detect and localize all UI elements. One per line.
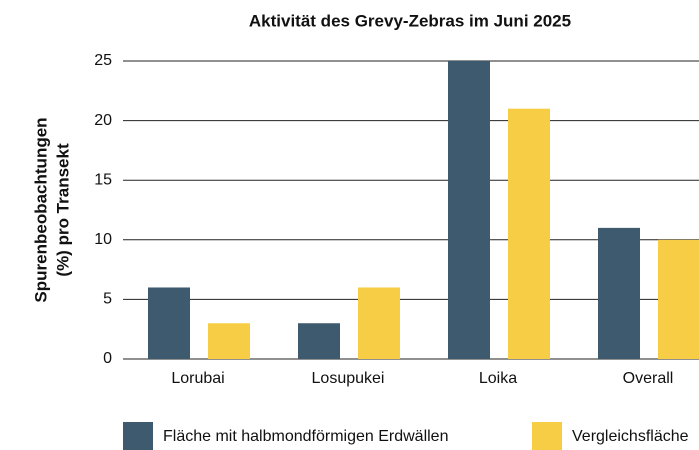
- legend-label: Vergleichsfläche: [572, 428, 689, 445]
- y-axis-label: (%) pro Transekt: [53, 143, 72, 277]
- legend-label: Fläche mit halbmondförmigen Erdwällen: [163, 428, 448, 445]
- y-tick-label: 20: [94, 112, 112, 129]
- bar: [598, 227, 640, 359]
- bar: [208, 323, 250, 359]
- bar: [658, 239, 699, 359]
- chart-title: Aktivität des Grevy-Zebras im Juni 2025: [249, 11, 571, 30]
- x-tick-label: Lorubai: [171, 370, 224, 387]
- y-tick-label: 10: [94, 231, 112, 248]
- x-tick-label: Overall: [623, 370, 674, 387]
- y-tick-label: 0: [103, 350, 112, 367]
- bar: [148, 287, 190, 359]
- y-tick-label: 25: [94, 52, 112, 69]
- bar: [298, 323, 340, 359]
- legend-swatch: [532, 422, 562, 450]
- y-tick-label: 15: [94, 171, 112, 188]
- bar: [358, 287, 400, 359]
- legend-swatch: [123, 422, 153, 450]
- y-tick-label: 5: [103, 291, 112, 308]
- x-tick-label: Loika: [479, 370, 517, 387]
- bar: [448, 61, 490, 359]
- bar: [508, 108, 550, 360]
- x-tick-label: Losupukei: [312, 370, 385, 387]
- y-axis-label: Spurenbeobachtungen: [31, 117, 50, 302]
